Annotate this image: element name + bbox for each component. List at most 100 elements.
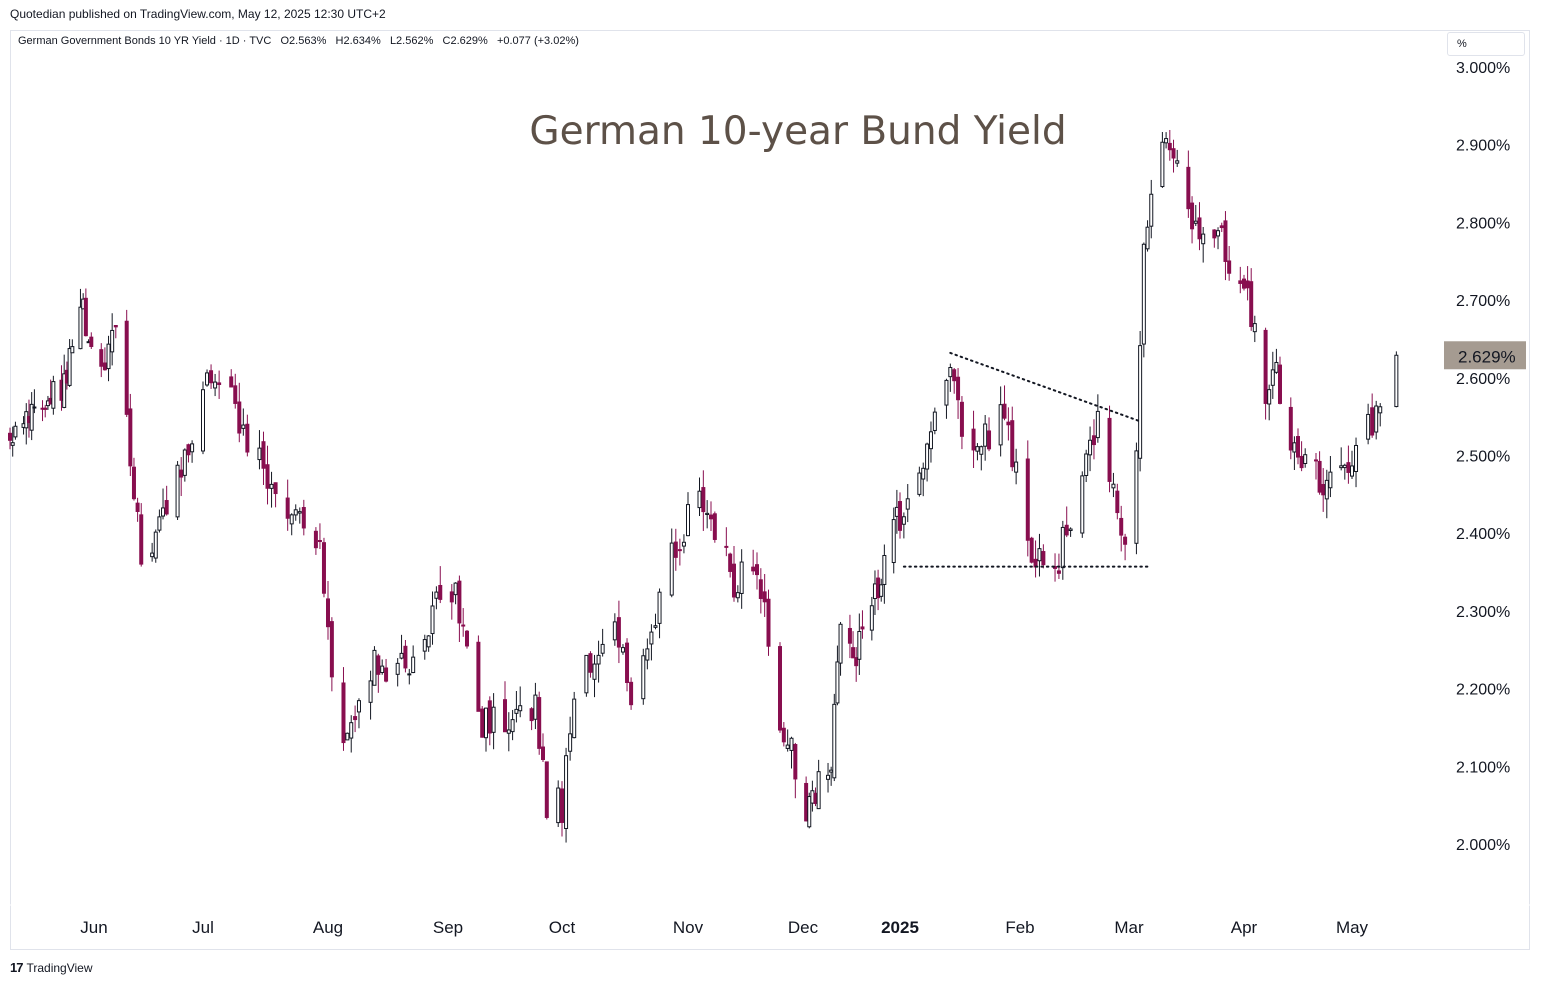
candle-body [1299,455,1304,469]
candle-body [709,514,713,520]
candle-body [182,449,187,476]
candle-body [1149,193,1154,227]
candle-body [51,381,56,409]
candle-body [755,564,759,576]
chart-frame [10,30,1530,950]
candle-body [533,694,538,720]
candle-body [1107,417,1112,482]
candle-body [728,553,733,572]
x-tick-label: Sep [433,918,463,937]
candle-body [778,646,782,731]
candle-body [261,441,266,469]
candle-body [426,635,431,648]
candle-body [313,530,318,549]
candle-body [102,362,107,371]
candle-body [380,665,385,674]
candle-body [1164,138,1169,144]
candle-body [1115,490,1120,514]
candle-body [983,423,988,447]
candle-body [150,552,155,558]
candle-body [712,513,717,540]
candle-body [1193,220,1198,224]
candle-body [1006,421,1011,426]
candle-body [399,652,404,659]
candle-body [403,645,408,669]
unit-selector[interactable]: % [1447,32,1525,56]
candle-body [395,662,400,675]
candle-body [1321,484,1326,496]
candle-body [269,483,274,489]
candle-body [1123,536,1128,545]
symbol-legend[interactable]: German Government Bonds 10 YR Yield · 1D… [18,35,579,47]
tradingview-logo-icon[interactable]: 17 [10,960,24,975]
candle-body [1292,442,1297,453]
candle-body [1111,483,1116,489]
candle-body [317,540,322,543]
candle-body [1064,524,1069,536]
candle-body [758,579,763,599]
candle-body [600,643,605,654]
y-tick-label: 2.300% [1456,604,1510,621]
candle-body [1056,570,1061,574]
candle-body [1324,479,1329,500]
candle-body [514,708,519,714]
candle-body [612,621,617,641]
candle-body [829,769,834,773]
candle-body [1350,465,1354,477]
candle-body [422,639,427,652]
candle-body [430,605,435,635]
candle-body [345,732,350,741]
candle-body [453,582,458,596]
candle-body [372,649,377,686]
candle-body [835,661,840,704]
x-tick-label: Jun [80,918,107,937]
candle-body [952,369,957,382]
candle-body [301,507,306,529]
candle-body [349,722,354,739]
candle-body [62,373,67,408]
candle-body [541,746,545,760]
candle-body [1119,517,1124,536]
candle-body [70,346,75,354]
candle-body [161,507,166,517]
candle-body [1167,142,1172,151]
candle-body [67,348,72,386]
candle-body [686,504,690,537]
candle-body [480,708,485,738]
candle-body [32,406,37,409]
candle-body [245,423,250,453]
candle-body [10,442,15,446]
candle-body [616,617,621,648]
candle-body [971,428,976,451]
candle-body [959,401,964,437]
candle-body [265,464,270,489]
candle-body [851,647,856,659]
candle-body [901,516,906,525]
candle-body [1328,471,1333,489]
candle-body [956,376,961,401]
y-tick-label: 2.500% [1456,449,1510,466]
candle-body [998,404,1003,446]
candle-body [1223,220,1228,262]
candle-body [620,647,625,653]
candle-body [164,500,169,515]
candle-body [113,325,118,328]
candle-body [1186,166,1191,210]
candle-body [29,403,34,431]
candle-body [1274,361,1279,373]
candle-body [1029,537,1034,563]
candle-body [669,542,674,596]
candle-body [894,506,899,517]
candle-body [465,630,469,647]
candle-body [8,432,12,441]
candle-body [921,467,926,480]
candle-body [518,705,523,712]
candle-body [1249,281,1254,328]
candle-body [1242,278,1246,289]
candle-body [356,700,361,713]
candle-body [321,542,326,594]
footer-brand[interactable]: TradingView [26,960,93,975]
candle-body [434,591,439,599]
candle-body [1303,454,1308,465]
